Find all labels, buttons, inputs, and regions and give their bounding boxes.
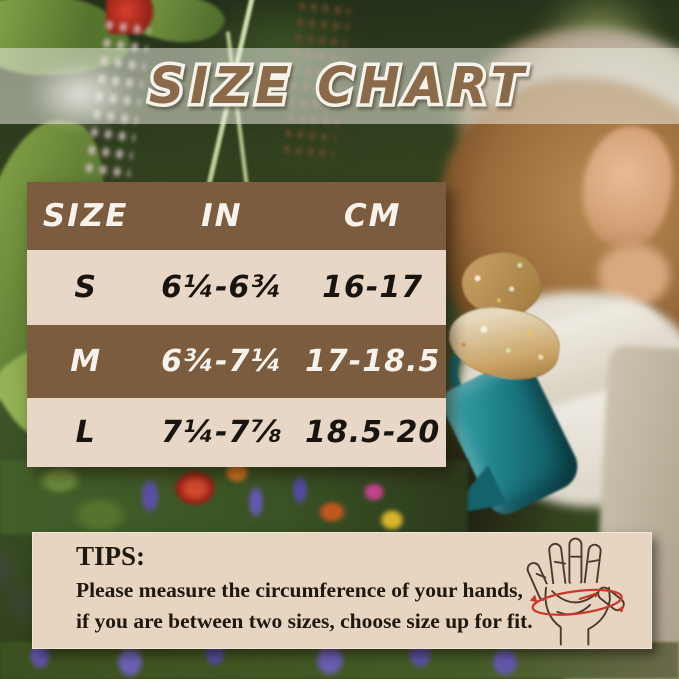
watering-can-red-cap — [500, 266, 530, 314]
cell-inches: 6¾-7¼ — [161, 344, 283, 379]
col-header-in: IN — [201, 198, 243, 234]
tips-heading: TIPS: — [76, 541, 146, 571]
tips-line-1: Please measure the circumference of your… — [76, 578, 523, 602]
floral-garden-glove-upper — [455, 243, 547, 325]
tips-panel: TIPS: Please measure the circumference o… — [32, 532, 652, 649]
page-title: SIZE CHART SIZE CHART — [146, 56, 530, 116]
girl-sweater-arm — [494, 293, 675, 417]
cell-size: L — [75, 415, 96, 450]
cell-size: M — [70, 344, 102, 379]
flower-bed-strip — [0, 460, 468, 534]
page-title-outline: SIZE CHART — [146, 56, 530, 116]
red-flower — [106, 0, 156, 34]
table-header-row: SIZE IN CM — [27, 182, 446, 250]
hand-measure-icon — [526, 537, 625, 646]
table-row-large: L 7¼-7⅞ 18.5-20 — [27, 398, 446, 467]
cell-inches: 7¼-7⅞ — [161, 415, 283, 450]
floral-garden-glove-lower — [443, 299, 565, 387]
girl-neck — [598, 244, 670, 306]
page-title-text: SIZE CHART — [149, 56, 530, 116]
tips-line-2: if you are between two sizes, choose siz… — [76, 609, 533, 633]
table-row-medium: M 6¾-7¼ 17-18.5 — [27, 325, 446, 398]
cell-size: S — [74, 270, 97, 305]
watering-can-spout — [436, 465, 507, 530]
col-header-size: SIZE — [42, 198, 129, 234]
col-header-cm: CM — [343, 198, 402, 234]
cell-cm: 17-18.5 — [305, 344, 441, 379]
girl-face — [571, 118, 679, 256]
girl-white-sweater — [458, 292, 679, 507]
title-band: SIZE CHART SIZE CHART — [0, 48, 679, 124]
girl-apron-skirt — [565, 645, 679, 679]
size-chart-table: SIZE IN CM S 6¼-6¾ 16-17 M 6¾-7¼ 17-18.5… — [27, 182, 446, 467]
cell-cm: 18.5-20 — [305, 415, 441, 450]
cell-inches: 6¼-6¾ — [161, 270, 283, 305]
watering-can-body — [436, 353, 586, 521]
girl-hair-curl — [561, 288, 679, 473]
table-row-small: S 6¼-6¾ 16-17 — [27, 250, 446, 325]
watering-can-handle — [436, 321, 525, 400]
cell-cm: 16-17 — [322, 270, 424, 305]
